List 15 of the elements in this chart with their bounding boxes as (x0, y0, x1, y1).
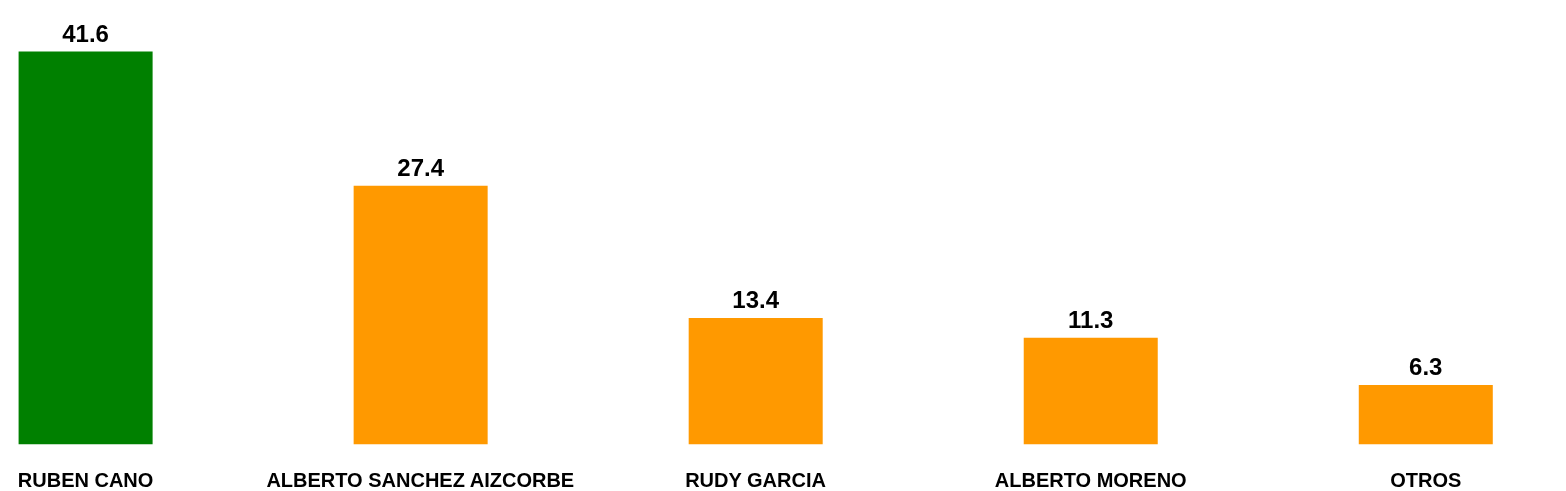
data-label: 41.6 (62, 19, 109, 47)
bar (18, 51, 153, 445)
data-label: 13.4 (732, 285, 780, 313)
x-tick-label: RUBEN CANO (17, 468, 154, 491)
bar (1023, 337, 1158, 445)
data-label: 27.4 (397, 153, 445, 181)
bar (353, 185, 488, 445)
bar (688, 317, 823, 445)
x-tick-label: ALBERTO MORENO (994, 468, 1187, 491)
x-tick-label: ALBERTO SANCHEZ AIZCORBE (266, 468, 575, 491)
bar (1358, 385, 1493, 445)
data-label: 11.3 (1068, 305, 1114, 333)
x-tick-label: RUDY GARCIA (685, 468, 826, 491)
x-tick-label: OTROS (1390, 468, 1462, 491)
data-label: 6.3 (1409, 353, 1443, 380)
